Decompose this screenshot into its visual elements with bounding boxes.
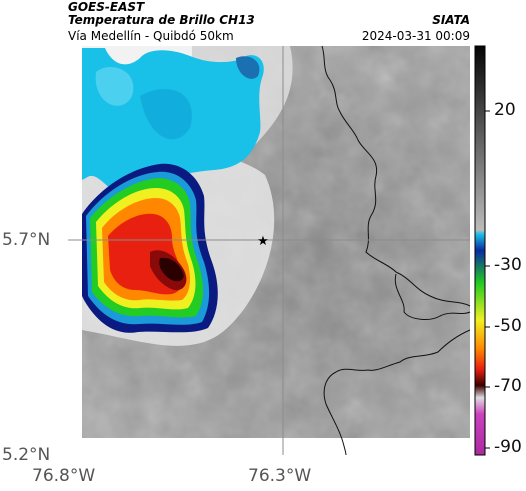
route-label: Vía Medellín - Quibdó 50km [68, 29, 234, 43]
subtitle-row: Vía Medellín - Quibdó 50km 2024-03-31 00… [68, 29, 470, 43]
cold-top-highlight [95, 66, 134, 106]
colorbar-label-m30: -30 [494, 255, 522, 275]
product-label: Temperatura de Brillo CH13 [68, 13, 255, 27]
lon-tick-2: 76.3°W [248, 466, 312, 486]
satellite-label: GOES-EAST [68, 0, 145, 14]
colorbar-label-m70: -70 [494, 376, 522, 396]
product-title: Temperatura de Brillo CH13 SIATA [68, 13, 470, 27]
org-label: SIATA [432, 13, 470, 27]
lon-tick-1: 76.8°W [32, 466, 96, 486]
colorbar-label-m90: -90 [494, 437, 522, 457]
colorbar-label-20: 20 [494, 100, 516, 120]
border-branch [394, 273, 471, 320]
star-icon: ★ [257, 234, 269, 249]
border-south [323, 329, 471, 456]
lat-tick-1: 5.7°N [2, 230, 51, 250]
colorbar-label-m50: -50 [494, 316, 522, 336]
colorbar [474, 45, 486, 456]
cell-coldest-core [159, 257, 184, 282]
cold-top-cell-ne [236, 56, 260, 79]
datetime-label: 2024-03-31 00:09 [361, 29, 470, 43]
colorbar-ticks [485, 110, 490, 449]
cold-top-core [140, 89, 192, 140]
lat-tick-2: 5.2°N [2, 445, 51, 465]
border-east [321, 45, 471, 307]
